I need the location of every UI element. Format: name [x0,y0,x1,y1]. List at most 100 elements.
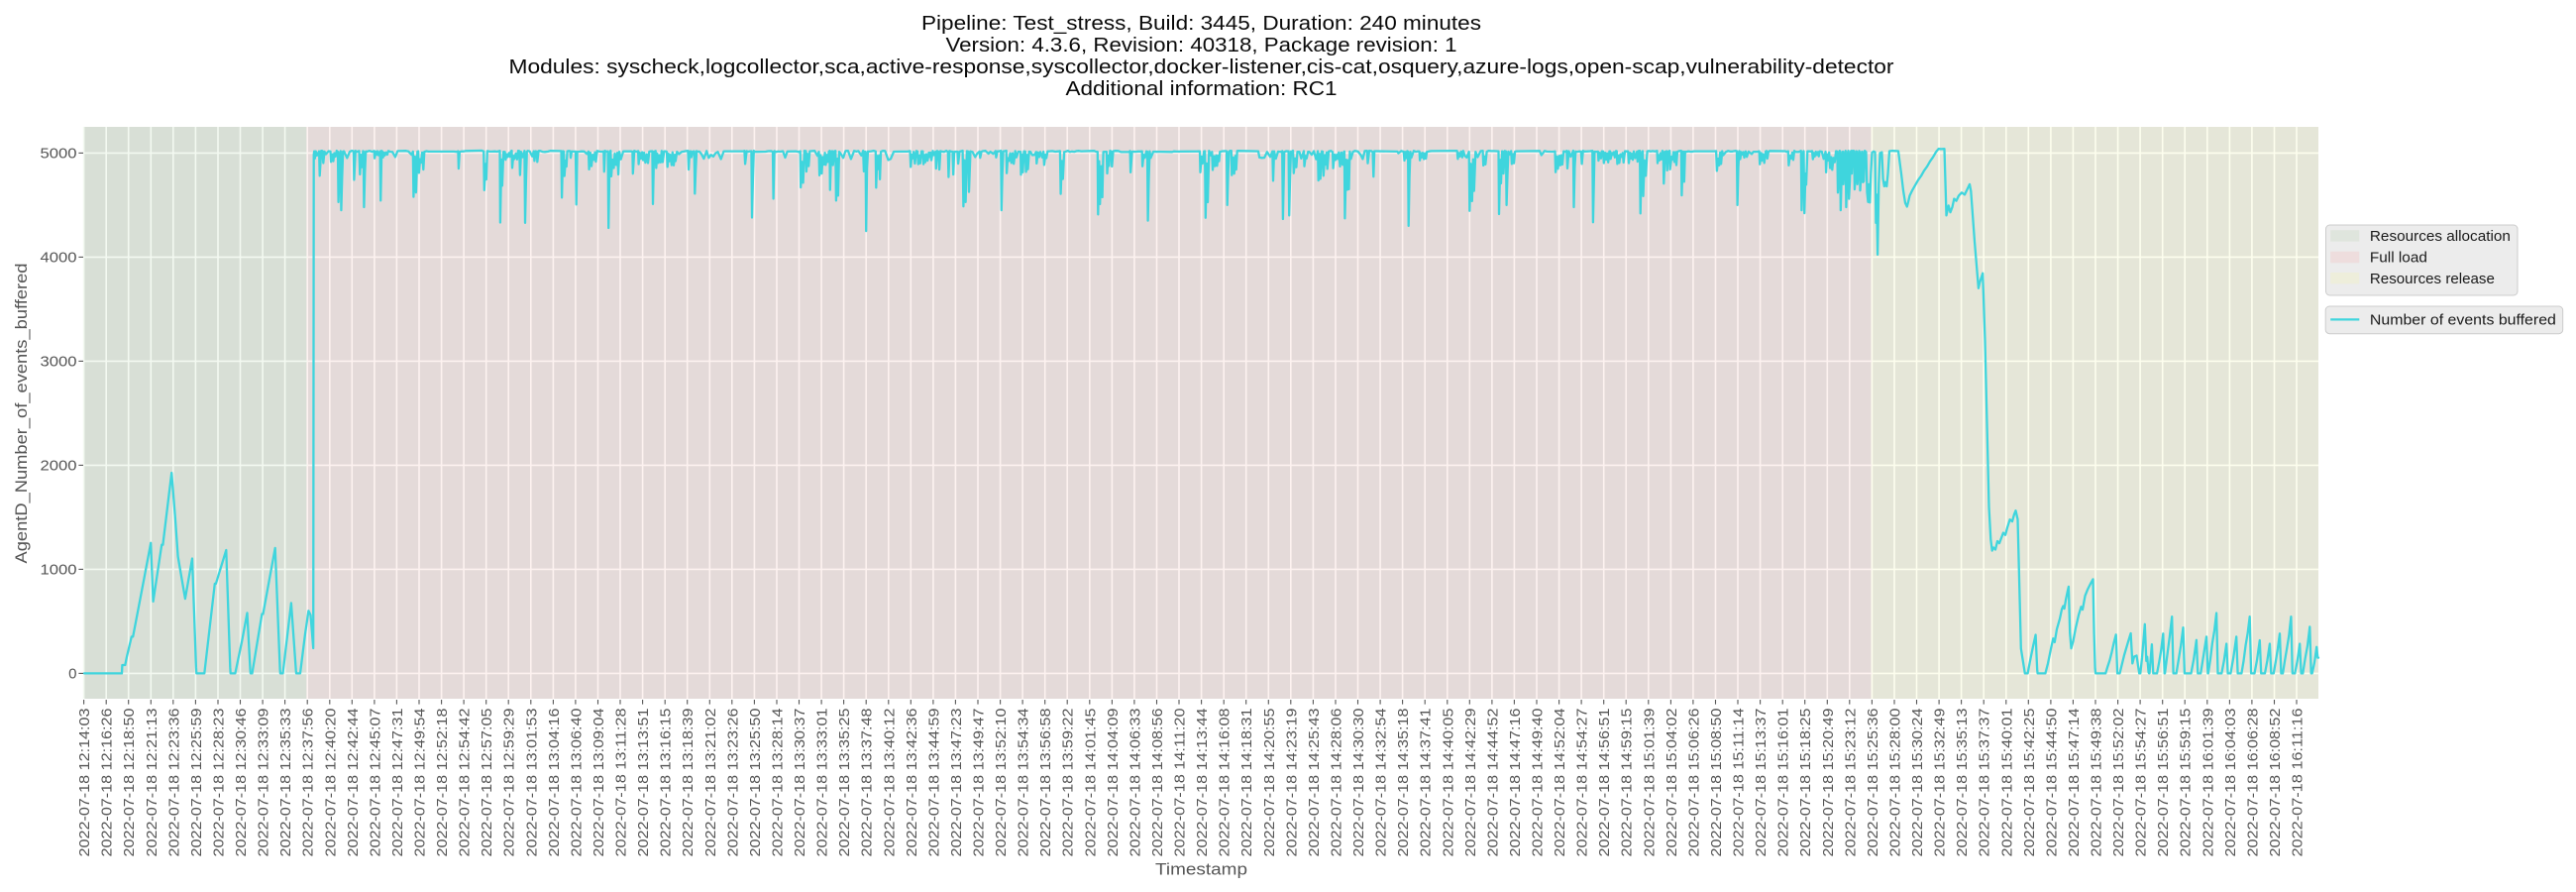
svg-text:2022-07-18 13:25:50: 2022-07-18 13:25:50 [747,709,764,857]
svg-text:2022-07-18 12:21:13: 2022-07-18 12:21:13 [144,709,161,857]
svg-text:4000: 4000 [41,250,77,267]
svg-text:2022-07-18 14:52:04: 2022-07-18 14:52:04 [1552,709,1568,857]
svg-text:2022-07-18 12:57:05: 2022-07-18 12:57:05 [479,709,495,857]
svg-text:2022-07-18 12:18:50: 2022-07-18 12:18:50 [121,709,138,857]
svg-text:2022-07-18 14:23:19: 2022-07-18 14:23:19 [1283,709,1300,857]
svg-text:2022-07-18 14:04:09: 2022-07-18 14:04:09 [1105,709,1122,857]
svg-text:2022-07-18 14:06:33: 2022-07-18 14:06:33 [1127,709,1143,857]
svg-text:2022-07-18 14:40:05: 2022-07-18 14:40:05 [1440,709,1456,857]
svg-text:2022-07-18 14:49:40: 2022-07-18 14:49:40 [1530,709,1547,857]
svg-text:2022-07-18 13:56:58: 2022-07-18 13:56:58 [1037,709,1054,857]
svg-text:2022-07-18 13:18:39: 2022-07-18 13:18:39 [680,709,697,857]
svg-text:2022-07-18 15:54:27: 2022-07-18 15:54:27 [2133,709,2150,857]
svg-text:3000: 3000 [41,354,77,371]
svg-text:2022-07-18 15:56:51: 2022-07-18 15:56:51 [2155,709,2172,857]
svg-text:2022-07-18 14:35:18: 2022-07-18 14:35:18 [1395,709,1412,857]
svg-text:2022-07-18 15:44:50: 2022-07-18 15:44:50 [2043,709,2060,857]
svg-text:2022-07-18 14:01:45: 2022-07-18 14:01:45 [1082,709,1099,857]
svg-text:2022-07-18 15:40:01: 2022-07-18 15:40:01 [1998,709,2015,857]
svg-text:2022-07-18 13:06:40: 2022-07-18 13:06:40 [568,709,585,857]
svg-text:2022-07-18 14:44:52: 2022-07-18 14:44:52 [1484,709,1501,857]
svg-text:2022-07-18 12:59:29: 2022-07-18 12:59:29 [501,709,518,857]
svg-text:2022-07-18 13:30:37: 2022-07-18 13:30:37 [792,709,808,857]
svg-text:2022-07-18 15:37:37: 2022-07-18 15:37:37 [1977,709,1993,857]
svg-text:2022-07-18 15:49:38: 2022-07-18 15:49:38 [2089,709,2105,857]
svg-text:2022-07-18 13:16:15: 2022-07-18 13:16:15 [658,709,675,857]
svg-text:2022-07-18 16:06:28: 2022-07-18 16:06:28 [2244,709,2261,857]
svg-text:Timestamp: Timestamp [1155,860,1247,879]
svg-text:0: 0 [68,666,76,683]
svg-text:2022-07-18 14:18:31: 2022-07-18 14:18:31 [1238,709,1255,857]
svg-text:Number of events buffered: Number of events buffered [2370,313,2556,329]
svg-text:2022-07-18 16:04:03: 2022-07-18 16:04:03 [2222,709,2239,857]
svg-text:2022-07-18 12:25:59: 2022-07-18 12:25:59 [188,709,205,857]
svg-text:Additional information: RC1: Additional information: RC1 [1066,77,1338,100]
svg-text:2022-07-18 13:13:51: 2022-07-18 13:13:51 [635,709,652,857]
svg-text:2022-07-18 14:11:20: 2022-07-18 14:11:20 [1172,709,1189,857]
svg-text:2022-07-18 12:49:54: 2022-07-18 12:49:54 [412,709,429,857]
svg-text:5000: 5000 [41,146,77,163]
svg-text:2022-07-18 16:11:16: 2022-07-18 16:11:16 [2290,709,2307,857]
svg-text:2022-07-18 12:33:09: 2022-07-18 12:33:09 [256,709,272,857]
svg-text:2022-07-18 15:08:50: 2022-07-18 15:08:50 [1708,709,1725,857]
svg-text:2022-07-18 15:11:14: 2022-07-18 15:11:14 [1731,709,1748,857]
svg-text:2022-07-18 13:47:23: 2022-07-18 13:47:23 [948,709,965,857]
svg-text:2022-07-18 14:30:30: 2022-07-18 14:30:30 [1350,709,1367,857]
svg-text:2022-07-18 12:40:20: 2022-07-18 12:40:20 [322,709,339,857]
svg-text:2022-07-18 13:04:16: 2022-07-18 13:04:16 [546,709,563,857]
svg-text:2022-07-18 12:37:56: 2022-07-18 12:37:56 [300,709,317,857]
svg-text:2022-07-18 13:23:26: 2022-07-18 13:23:26 [724,709,741,857]
svg-text:2022-07-18 15:52:02: 2022-07-18 15:52:02 [2110,709,2127,857]
svg-text:2022-07-18 15:28:00: 2022-07-18 15:28:00 [1887,709,1904,857]
svg-text:2022-07-18 15:25:36: 2022-07-18 15:25:36 [1865,709,1881,857]
svg-text:2022-07-18 15:42:25: 2022-07-18 15:42:25 [2021,709,2038,857]
svg-text:2022-07-18 12:30:46: 2022-07-18 12:30:46 [233,709,250,857]
svg-text:2022-07-18 16:08:52: 2022-07-18 16:08:52 [2267,709,2284,857]
svg-text:2022-07-18 15:59:15: 2022-07-18 15:59:15 [2178,709,2195,857]
svg-text:Resources allocation: Resources allocation [2370,229,2511,245]
svg-text:2022-07-18 14:13:44: 2022-07-18 14:13:44 [1194,709,1211,857]
svg-text:2022-07-18 15:13:37: 2022-07-18 15:13:37 [1753,709,1770,857]
svg-text:2022-07-18 15:30:24: 2022-07-18 15:30:24 [1909,709,1926,857]
svg-text:2022-07-18 14:42:29: 2022-07-18 14:42:29 [1462,709,1479,857]
svg-text:2022-07-18 13:54:34: 2022-07-18 13:54:34 [1016,709,1032,857]
svg-text:2022-07-18 12:52:18: 2022-07-18 12:52:18 [434,709,451,857]
svg-text:2022-07-18 14:59:15: 2022-07-18 14:59:15 [1619,709,1636,857]
svg-text:2022-07-18 14:37:41: 2022-07-18 14:37:41 [1418,709,1435,857]
svg-text:2022-07-18 15:01:39: 2022-07-18 15:01:39 [1641,709,1658,857]
svg-text:AgentD_Number_of_events_buffer: AgentD_Number_of_events_buffered [12,264,31,564]
svg-text:2022-07-18 12:42:44: 2022-07-18 12:42:44 [345,709,362,857]
svg-text:Pipeline: Test_stress, Build:: Pipeline: Test_stress, Build: 3445, Dura… [921,12,1481,35]
svg-text:2022-07-18 13:35:25: 2022-07-18 13:35:25 [836,709,853,857]
svg-text:2022-07-18 15:16:01: 2022-07-18 15:16:01 [1775,709,1792,857]
svg-text:2022-07-18 13:09:04: 2022-07-18 13:09:04 [590,709,607,857]
svg-text:Version: 4.3.6, Revision: 4031: Version: 4.3.6, Revision: 40318, Package… [946,34,1457,56]
svg-text:2022-07-18 12:45:07: 2022-07-18 12:45:07 [367,709,383,857]
svg-text:2022-07-18 15:23:12: 2022-07-18 15:23:12 [1842,709,1859,857]
svg-text:2022-07-18 15:35:13: 2022-07-18 15:35:13 [1954,709,1971,857]
svg-text:Modules: syscheck,logcollector: Modules: syscheck,logcollector,sca,activ… [509,56,1894,78]
svg-text:Full load: Full load [2370,251,2427,267]
svg-text:2022-07-18 15:18:25: 2022-07-18 15:18:25 [1797,709,1814,857]
svg-text:2022-07-18 14:32:54: 2022-07-18 14:32:54 [1373,709,1390,857]
svg-text:2022-07-18 13:42:36: 2022-07-18 13:42:36 [904,709,920,857]
svg-text:2022-07-18 13:37:48: 2022-07-18 13:37:48 [859,708,876,856]
svg-text:2022-07-18 13:28:14: 2022-07-18 13:28:14 [770,709,787,857]
svg-text:2022-07-18 14:25:43: 2022-07-18 14:25:43 [1306,709,1323,857]
svg-text:2022-07-18 14:54:27: 2022-07-18 14:54:27 [1574,709,1591,857]
svg-text:2022-07-18 14:20:55: 2022-07-18 14:20:55 [1261,709,1278,857]
svg-text:1000: 1000 [41,562,77,579]
svg-text:2022-07-18 13:49:47: 2022-07-18 13:49:47 [971,709,988,857]
svg-text:2022-07-18 12:47:31: 2022-07-18 12:47:31 [389,709,406,857]
svg-text:Resources release: Resources release [2370,272,2495,287]
svg-text:2022-07-18 12:54:42: 2022-07-18 12:54:42 [457,709,474,857]
svg-text:2022-07-18 13:44:59: 2022-07-18 13:44:59 [925,709,942,857]
svg-text:2022-07-18 14:56:51: 2022-07-18 14:56:51 [1596,709,1613,857]
svg-text:2022-07-18 15:06:26: 2022-07-18 15:06:26 [1685,709,1702,857]
svg-text:2022-07-18 15:04:02: 2022-07-18 15:04:02 [1664,709,1680,857]
svg-text:2022-07-18 13:40:12: 2022-07-18 13:40:12 [881,709,898,857]
svg-text:2022-07-18 14:16:08: 2022-07-18 14:16:08 [1217,709,1234,857]
svg-text:2000: 2000 [41,458,77,475]
svg-text:2022-07-18 14:47:16: 2022-07-18 14:47:16 [1507,709,1524,857]
svg-text:2022-07-18 14:08:56: 2022-07-18 14:08:56 [1149,709,1166,857]
